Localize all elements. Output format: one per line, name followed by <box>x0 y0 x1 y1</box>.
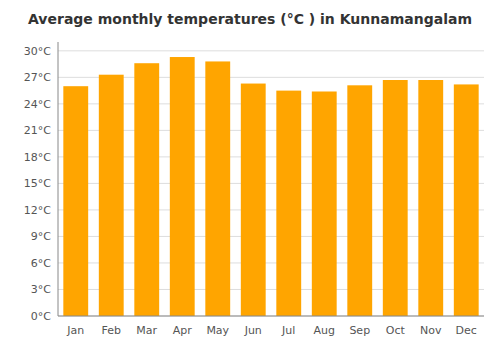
y-tick-label: 12°C <box>24 204 51 217</box>
y-tick-label: 9°C <box>31 230 51 243</box>
y-grid <box>58 51 484 316</box>
x-tick-label: May <box>206 324 229 337</box>
x-tick-label: Nov <box>420 324 442 337</box>
bar <box>205 61 230 316</box>
y-tick-label: 15°C <box>24 177 51 190</box>
bar <box>418 80 443 316</box>
title: Average monthly temperatures (°C ) in Ku… <box>28 11 472 27</box>
bar <box>170 57 195 316</box>
bar <box>99 75 124 316</box>
y-tick-label: 30°C <box>24 45 51 58</box>
x-tick-label: Apr <box>173 324 193 337</box>
y-tick-label: 27°C <box>24 71 51 84</box>
x-tick-label: Mar <box>136 324 157 337</box>
y-tick-label: 0°C <box>31 310 51 323</box>
y-tick-label: 24°C <box>24 98 51 111</box>
bar <box>347 85 372 316</box>
x-tick-label: Jan <box>66 324 84 337</box>
bar <box>241 84 266 316</box>
grid-line <box>58 316 484 317</box>
bar <box>276 91 301 316</box>
y-tick-label: 18°C <box>24 151 51 164</box>
bar <box>134 63 159 316</box>
y-axis-line <box>58 42 59 316</box>
x-tick-label: Jun <box>244 324 262 337</box>
y-tick-labels: 0°C 3°C 6°C 9°C 12°C 15°C 18°C 21°C 24°C 27°C 30°C <box>24 45 51 323</box>
y-tick-label: 3°C <box>31 283 51 296</box>
x-tick-label: Feb <box>102 324 121 337</box>
chart-container: Average monthly temperatures (°C ) in Ku… <box>0 0 500 350</box>
bars <box>63 57 478 316</box>
y-tick-label: 21°C <box>24 124 51 137</box>
y-tick-label: 6°C <box>31 257 51 270</box>
x-tick-label: Sep <box>349 324 370 337</box>
bar <box>383 80 408 316</box>
x-tick-label: Aug <box>314 324 335 337</box>
bar <box>454 84 479 316</box>
grid-line <box>58 50 484 51</box>
x-axis-line <box>58 316 484 317</box>
bar <box>312 91 337 316</box>
x-tick-labels: Jan Feb Mar Apr May Jun Jul Aug Sep Oct Nov Dec <box>66 324 477 337</box>
x-tick-label: Oct <box>386 324 406 337</box>
chart-svg: Average monthly temperatures (°C ) in Ku… <box>0 0 500 350</box>
bar <box>63 86 88 316</box>
x-tick-label: Dec <box>456 324 477 337</box>
x-tick-label: Jul <box>281 324 295 337</box>
